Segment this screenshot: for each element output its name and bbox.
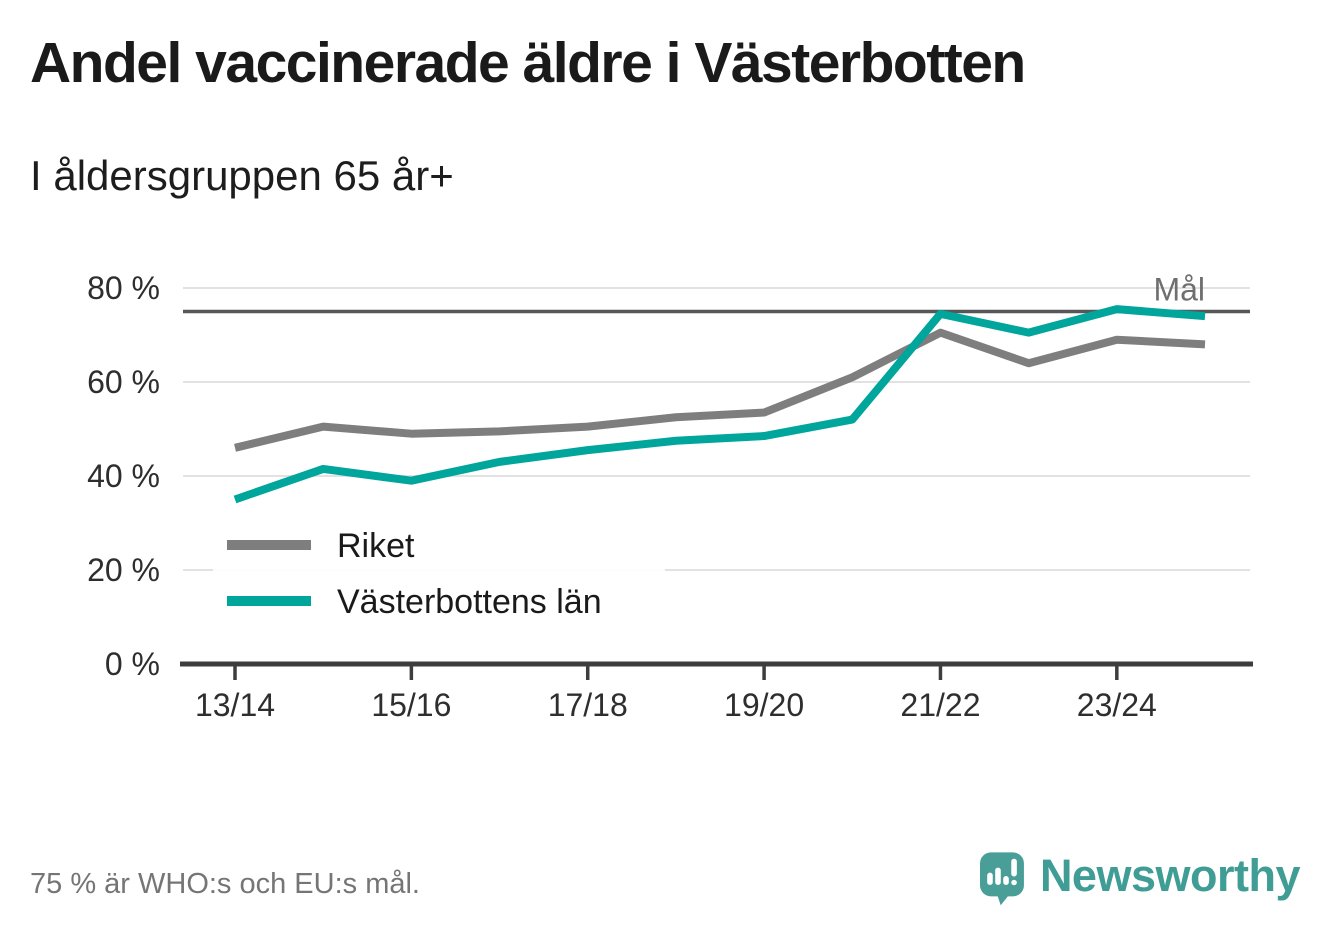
y-tick-label-0: 0 % (105, 646, 160, 682)
goal-label: Mål (1153, 272, 1205, 308)
legend-label-riket: Riket (337, 527, 415, 565)
series-line-riket (234, 328, 1206, 452)
page-title: Andel vaccinerade äldre i Västerbotten (30, 31, 1026, 95)
legend-label-vasterbotten: Västerbottens län (337, 583, 602, 621)
y-tick-label-20: 20 % (87, 552, 160, 588)
brand-name: Newsworthy (1039, 849, 1301, 901)
chart-footnote: 75 % är WHO:s och EU:s mål. (30, 868, 420, 900)
vaccination-line-chart: Riket Västerbottens län 13/14 15/16 17/18 19/… (87, 270, 1253, 723)
newsworthy-logo-icon (980, 852, 1024, 906)
x-tick-label-17-18: 17/18 (548, 687, 628, 723)
legend-background (213, 519, 665, 635)
y-tick-label-80: 80 % (87, 270, 160, 306)
x-tick-label-15-16: 15/16 (371, 687, 451, 723)
x-tick-label-23-24: 23/24 (1077, 687, 1157, 723)
x-tick-label-19-20: 19/20 (724, 687, 804, 723)
x-tick-label-13-14: 13/14 (195, 687, 275, 723)
page-subtitle: I åldersgruppen 65 år+ (30, 152, 454, 199)
y-tick-label-40: 40 % (87, 458, 160, 494)
series-line-vasterbotten (233, 305, 1206, 504)
y-tick-label-60: 60 % (87, 364, 160, 400)
x-tick-label-21-22: 21/22 (900, 687, 980, 723)
brand-lockup: Newsworthy (980, 843, 1301, 915)
